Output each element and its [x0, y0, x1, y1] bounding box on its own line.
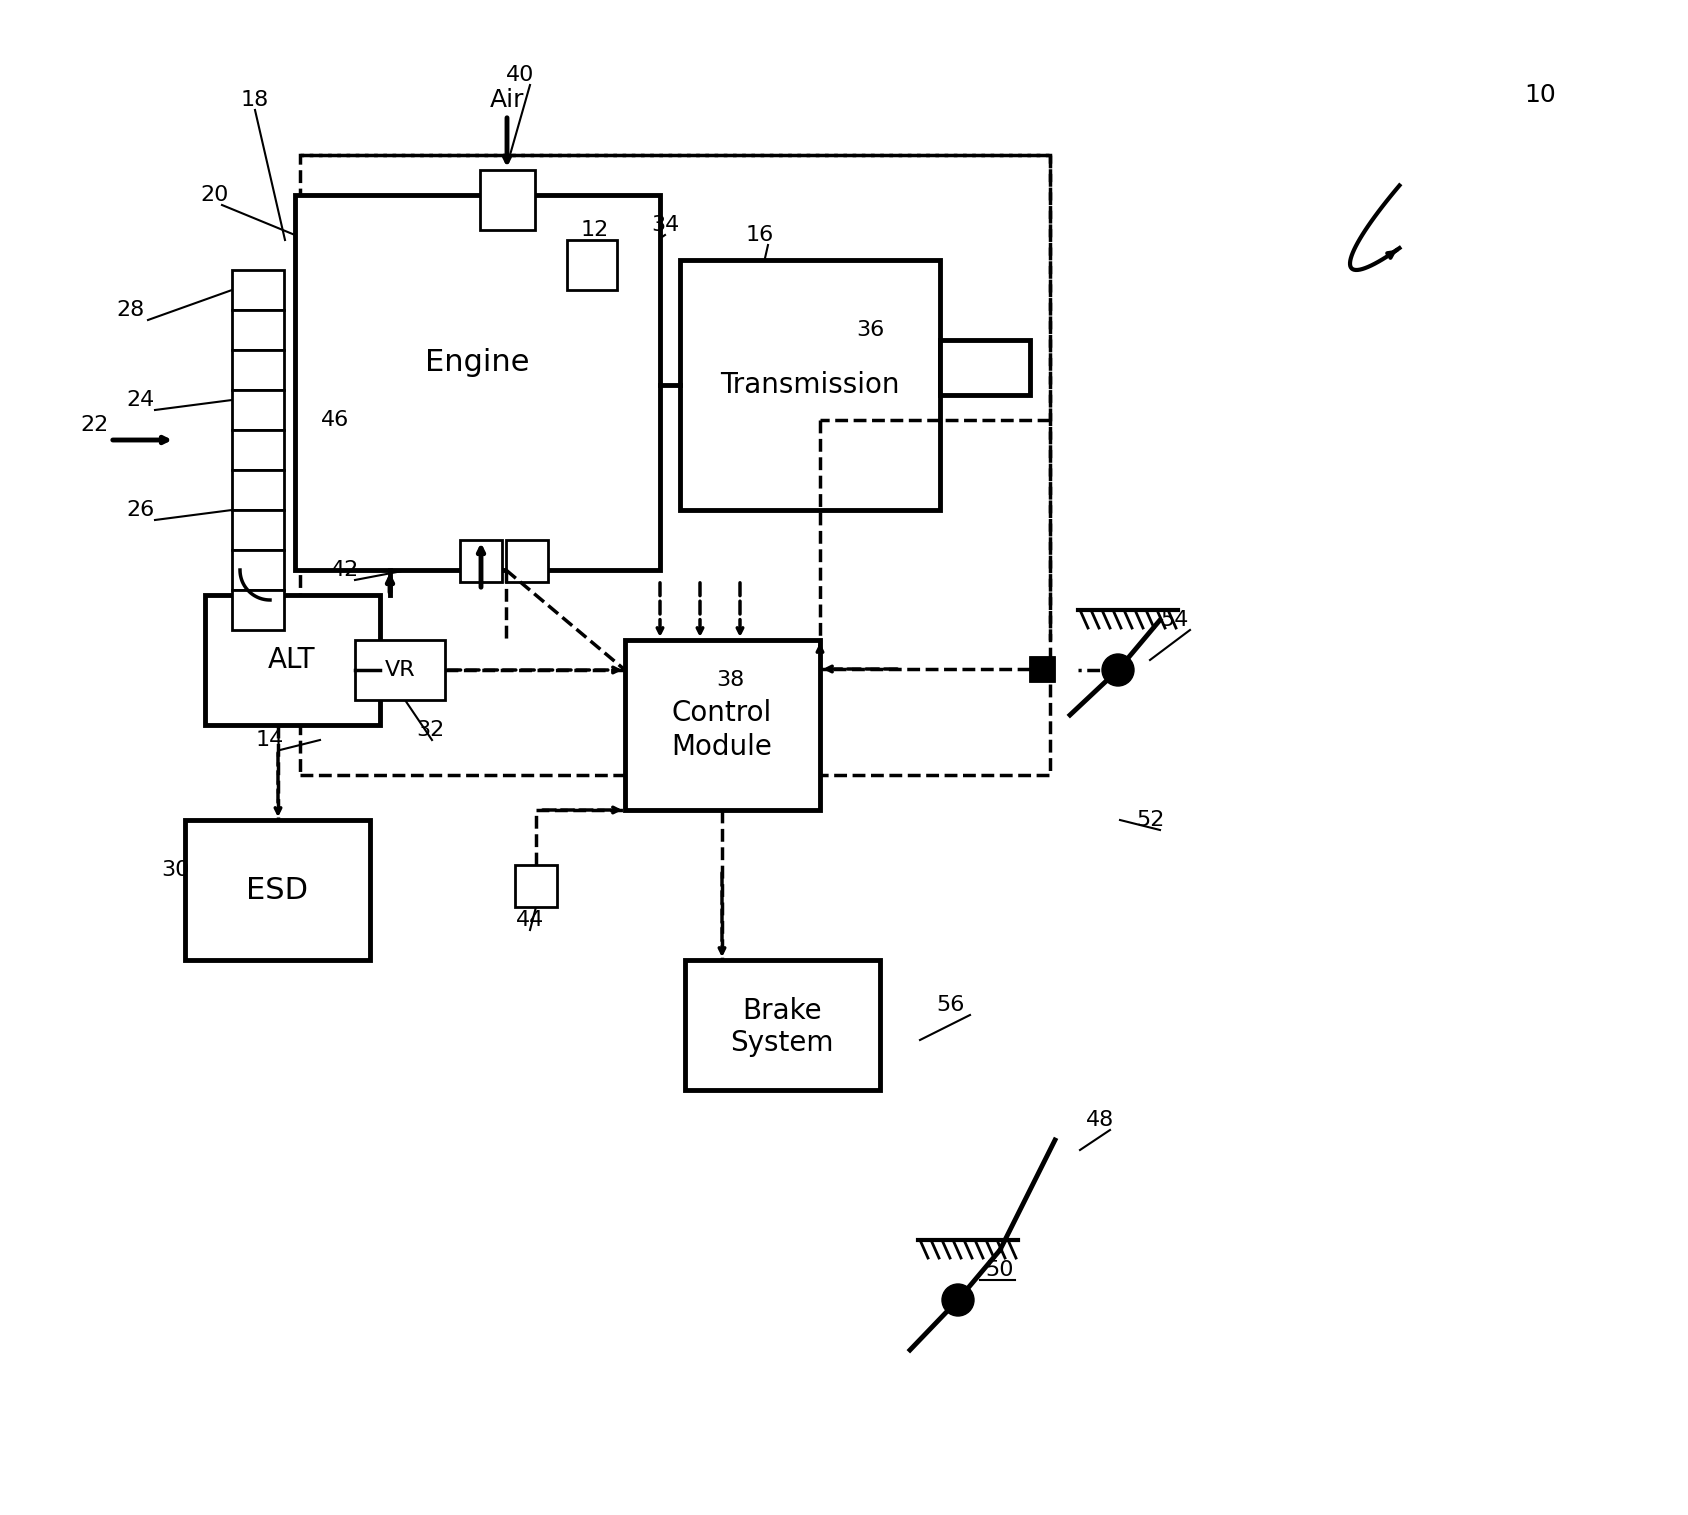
Text: 18: 18 — [241, 89, 268, 111]
Text: Transmission: Transmission — [721, 371, 900, 398]
Text: 20: 20 — [201, 185, 230, 205]
Circle shape — [1102, 654, 1134, 686]
Text: Engine: Engine — [425, 347, 530, 377]
Bar — [231, 589, 284, 630]
Text: 36: 36 — [856, 320, 885, 339]
Bar — [295, 195, 660, 570]
Bar — [506, 539, 549, 582]
Bar — [680, 261, 940, 511]
Bar — [625, 639, 820, 811]
Bar — [300, 155, 1050, 776]
Bar — [231, 430, 284, 470]
Bar — [567, 239, 618, 289]
Text: 24: 24 — [127, 389, 154, 411]
Bar — [515, 865, 557, 907]
Text: ESD: ESD — [246, 876, 307, 904]
Bar — [1030, 658, 1053, 682]
Text: 10: 10 — [1524, 83, 1556, 108]
Text: Module: Module — [672, 733, 773, 761]
Text: 48: 48 — [1085, 1110, 1114, 1130]
Text: 38: 38 — [716, 670, 744, 689]
Text: 54: 54 — [1161, 611, 1188, 630]
Bar — [231, 350, 284, 389]
Text: 30: 30 — [160, 861, 189, 880]
Text: 46: 46 — [321, 411, 349, 430]
Circle shape — [942, 1285, 974, 1317]
Text: 16: 16 — [746, 226, 775, 245]
Text: 40: 40 — [506, 65, 533, 85]
Bar — [231, 550, 284, 589]
Text: 42: 42 — [331, 561, 360, 580]
Text: 28: 28 — [116, 300, 143, 320]
Text: 52: 52 — [1136, 811, 1165, 830]
Text: Brake: Brake — [743, 997, 822, 1026]
Bar — [685, 961, 879, 1089]
Text: 14: 14 — [257, 730, 284, 750]
Bar — [231, 511, 284, 550]
Text: Air: Air — [490, 88, 525, 112]
Bar — [231, 270, 284, 311]
Bar — [231, 311, 284, 350]
Text: 34: 34 — [652, 215, 679, 235]
Text: 26: 26 — [127, 500, 154, 520]
Bar — [186, 820, 370, 961]
Text: 12: 12 — [581, 220, 609, 239]
Text: System: System — [731, 1029, 834, 1057]
Text: 50: 50 — [986, 1260, 1014, 1280]
Bar — [940, 339, 1030, 395]
Bar — [1030, 658, 1053, 682]
Text: 22: 22 — [79, 415, 108, 435]
Text: 32: 32 — [415, 720, 444, 739]
Bar — [354, 639, 446, 700]
Bar — [479, 170, 535, 230]
Text: ALT: ALT — [268, 645, 316, 674]
Text: VR: VR — [385, 661, 415, 680]
Bar — [461, 539, 501, 582]
Bar — [204, 595, 380, 726]
Text: 56: 56 — [935, 995, 964, 1015]
Bar — [231, 470, 284, 511]
Text: 44: 44 — [517, 911, 544, 930]
Text: Control: Control — [672, 698, 771, 727]
Bar — [231, 389, 284, 430]
